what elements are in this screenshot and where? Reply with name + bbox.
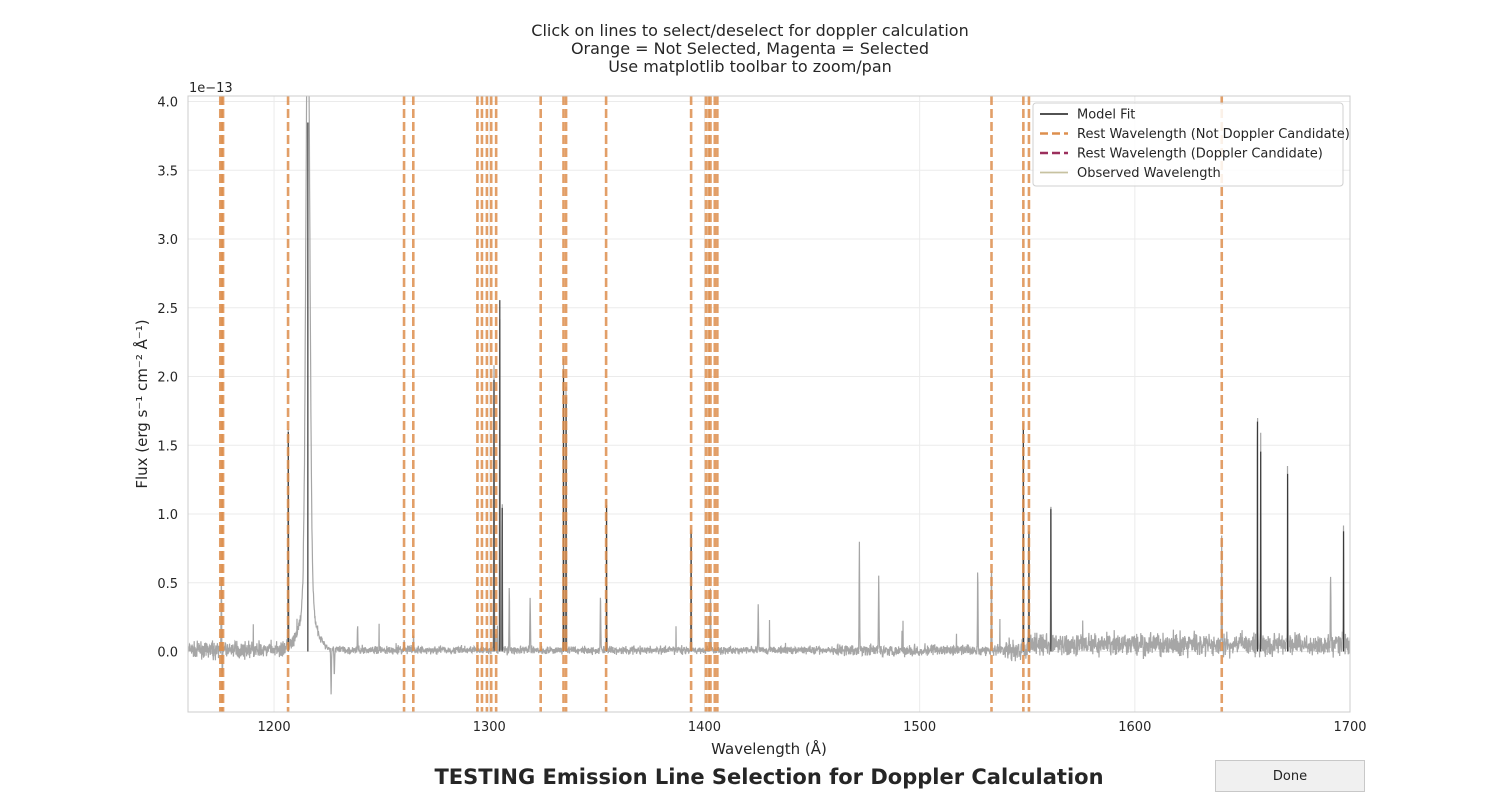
legend-label: Observed Wavelength [1077,166,1221,181]
y-tick-label: 3.0 [157,233,178,248]
legend: Model Fit Rest Wavelength (Not Doppler Ca… [1032,102,1350,187]
instruction-line-1: Click on lines to select/deselect for do… [531,21,968,40]
x-axis-label: Wavelength (Å) [711,739,827,758]
legend-label: Rest Wavelength (Doppler Candidate) [1077,147,1323,162]
x-tick-label: 1200 [258,720,291,735]
y-tick-label: 1.5 [157,439,178,454]
figure-title: TESTING Emission Line Selection for Dopp… [434,765,1103,789]
y-tick-label: 0.0 [157,646,178,661]
legend-box [1032,102,1344,187]
y-tick-label: 2.5 [157,302,178,317]
x-tick-label: 1600 [1118,720,1151,735]
x-tick-label: 1700 [1333,720,1366,735]
y-offset-text: 1e−13 [189,81,233,96]
x-tick-label: 1400 [688,720,721,735]
y-tick-label: 4.0 [157,96,178,111]
plot-frame [187,95,1351,713]
y-tick-label: 2.0 [157,371,178,386]
plot-area[interactable] [188,96,1350,712]
done-button[interactable]: Done [1215,760,1365,792]
y-axis-label: Flux (erg s⁻¹ cm⁻² Å⁻¹) [132,319,151,488]
y-tick-label: 1.0 [157,508,178,523]
instruction-line-2: Orange = Not Selected, Magenta = Selecte… [571,39,929,58]
legend-label: Model Fit [1077,108,1135,123]
y-tick-label: 3.5 [157,164,178,179]
instruction-line-3: Use matplotlib toolbar to zoom/pan [608,57,892,76]
spectrum-line [188,96,1350,695]
x-tick-label: 1300 [473,720,506,735]
legend-label: Rest Wavelength (Not Doppler Candidate) [1077,127,1350,142]
x-tick-label: 1500 [903,720,936,735]
y-tick-label: 0.5 [157,577,178,592]
